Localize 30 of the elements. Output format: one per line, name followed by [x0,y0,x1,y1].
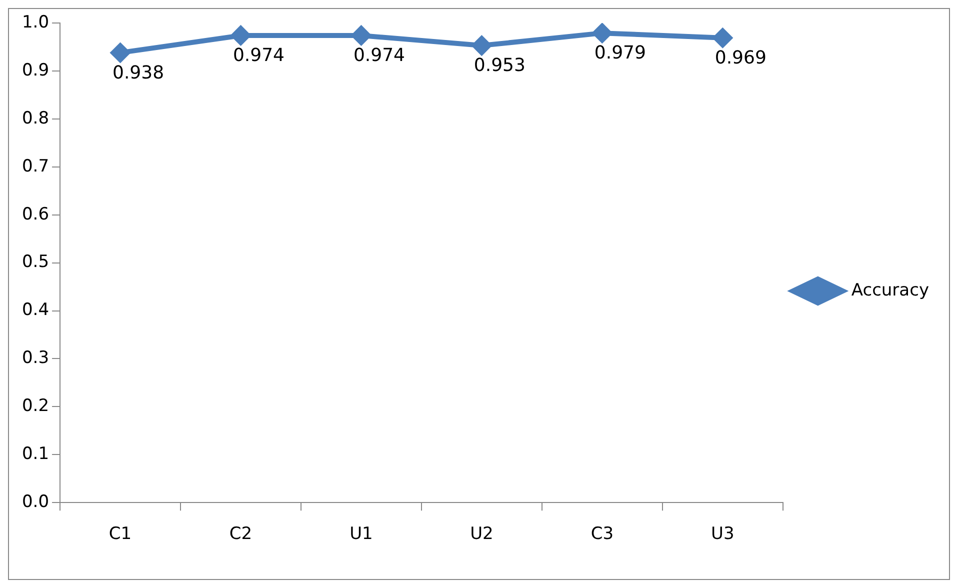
y-tick-label: 0.3 [22,348,50,368]
data-label: 0.974 [353,45,405,66]
y-tick-label: 0.4 [22,300,50,320]
y-tick-label: 0.8 [22,108,50,128]
x-tick-label: C1 [108,524,132,544]
point [110,43,130,62]
data-label: 0.969 [714,48,766,69]
data-label: 0.979 [594,42,646,64]
x-tick-label: C3 [590,524,614,544]
y-tick-label: 1.0 [22,12,50,32]
legend-label: Accuracy [851,280,930,300]
y-tick-label: 0.1 [22,444,50,464]
y-tick-label: 0.6 [22,204,50,224]
y-tick-label: 0.9 [22,60,50,80]
point [713,28,732,48]
point [592,24,612,43]
x-tick-label: U3 [711,524,734,544]
y-tick-label: 0.5 [22,252,50,272]
y-tick-label: 0.7 [22,156,50,176]
data-label: 0.938 [112,62,164,84]
x-tick-label: C2 [229,524,252,544]
x-tick-label: U1 [350,524,373,544]
point [352,26,371,45]
y-tick-label: 0.0 [22,492,50,512]
point [472,36,492,56]
data-label: 0.974 [232,45,285,66]
x-tick-label: U2 [470,524,494,544]
data-label: 0.953 [474,55,526,76]
y-tick-label: 0.2 [22,396,50,416]
point [231,26,250,45]
